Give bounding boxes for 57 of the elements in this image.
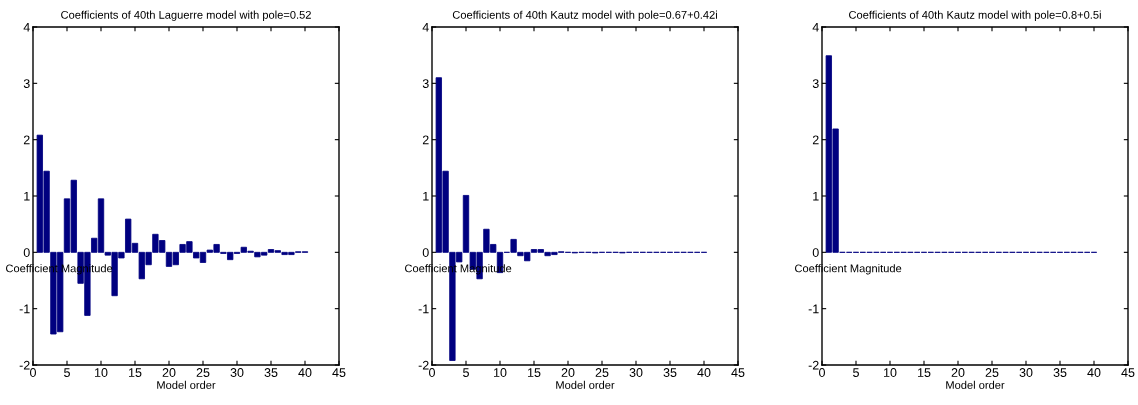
x-tick-label: 15: [528, 368, 541, 377]
y-tick-label: 3: [23, 79, 30, 88]
x-tick-label: 10: [884, 368, 897, 377]
x-tick-label: 30: [629, 368, 643, 377]
y-tick-label: 2: [812, 135, 819, 145]
x-tick-label: 20: [561, 368, 575, 377]
x-tick-label: 40: [1087, 368, 1101, 377]
x-tick-label: 15: [129, 368, 142, 377]
chart-title: Coefficients of 40th Laguerre model with pole=0.52: [61, 10, 311, 21]
y-tick-label: 0: [23, 248, 30, 257]
x-tick-label: 0: [30, 368, 36, 377]
x-tick-label: 40: [697, 368, 711, 377]
x-tick-label: 5: [64, 368, 70, 377]
y-tick-label: -1: [418, 304, 429, 314]
x-tick-label: 25: [196, 368, 210, 377]
y-tick-label: -2: [418, 360, 429, 370]
y-tick-label: 0: [422, 248, 429, 257]
x-tick-label: 0: [819, 368, 825, 377]
x-tick-label: 45: [731, 368, 745, 377]
x-tick-label: 35: [264, 368, 278, 377]
y-tick-label: 3: [422, 79, 429, 88]
x-axis-title: Model order: [556, 380, 615, 389]
y-tick-label: 1: [813, 191, 819, 201]
x-tick-label: 20: [951, 368, 965, 377]
x-tick-label: 5: [463, 368, 469, 377]
chart-title: Coefficients of 40th Kautz model with pole=0.8+0.5i: [849, 10, 1101, 21]
x-tick-label: 45: [332, 368, 346, 377]
x-axis-title: Model order: [946, 380, 1005, 389]
x-tick-label: 30: [1019, 368, 1033, 377]
y-tick-label: 1: [423, 191, 429, 201]
x-tick-label: 10: [95, 368, 108, 377]
y-tick-label: 3: [812, 79, 819, 88]
y-tick-label: -1: [808, 304, 819, 314]
y-tick-label: -1: [19, 304, 30, 314]
y-tick-label: 2: [23, 135, 30, 145]
chart-title: Coefficients of 40th Kautz model with pole=0.67+0.42i: [452, 10, 717, 21]
x-tick-label: 10: [494, 368, 507, 377]
y-tick-label: 4: [812, 22, 819, 32]
y-tick-label: -2: [808, 360, 819, 370]
y-tick-label: 0: [812, 248, 819, 257]
x-tick-label: 0: [429, 368, 435, 377]
x-tick-label: 20: [162, 368, 176, 377]
x-tick-label: 25: [595, 368, 609, 377]
y-tick-label: -2: [19, 360, 30, 370]
x-tick-label: 45: [1121, 368, 1135, 377]
x-tick-label: 15: [918, 368, 931, 377]
y-tick-label: 2: [422, 135, 429, 145]
y-tick-label: 4: [23, 22, 30, 32]
y-tick-label: 4: [422, 22, 429, 32]
x-axis-title: Model order: [157, 380, 216, 389]
x-tick-label: 35: [663, 368, 677, 377]
x-tick-label: 25: [985, 368, 999, 377]
x-tick-label: 30: [230, 368, 244, 377]
x-tick-label: 40: [298, 368, 312, 377]
x-tick-label: 35: [1053, 368, 1067, 377]
y-tick-label: 1: [24, 191, 30, 201]
x-tick-label: 5: [853, 368, 859, 377]
